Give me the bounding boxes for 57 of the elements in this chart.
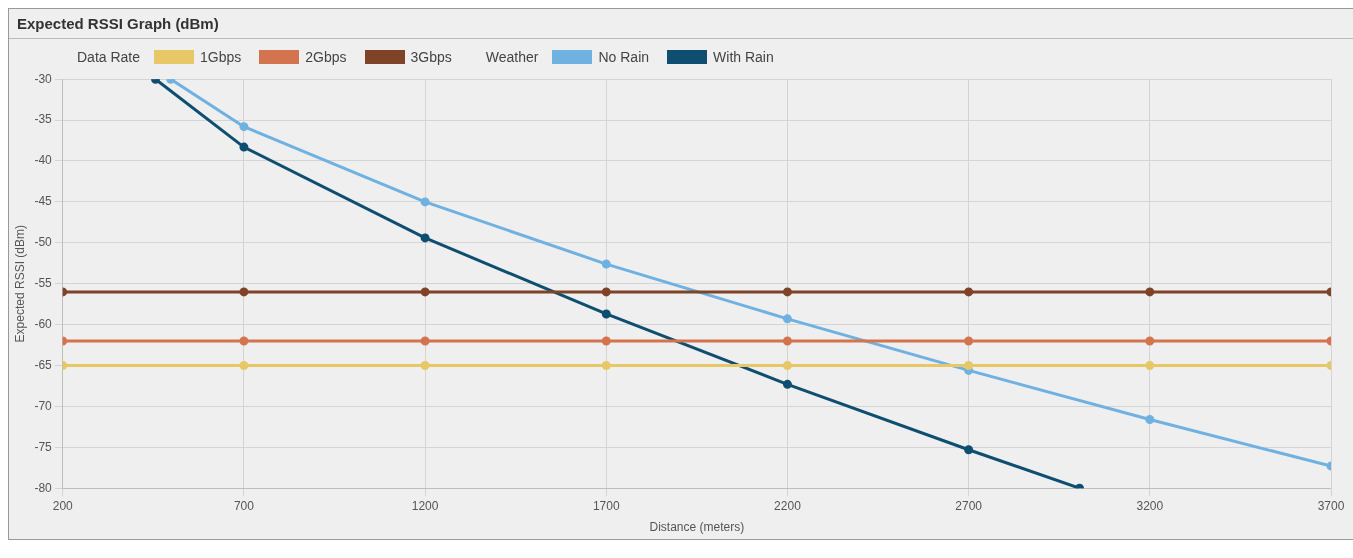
legend-label: 2Gbps xyxy=(305,49,347,65)
point xyxy=(601,309,611,319)
x-tick-label: 700 xyxy=(233,498,255,513)
point xyxy=(601,336,611,346)
y-tick-label: -65 xyxy=(34,357,53,372)
y-axis-title: Expected RSSI (dBm) xyxy=(12,225,27,343)
point xyxy=(964,336,974,346)
text: Data Rate xyxy=(77,49,141,65)
point xyxy=(782,314,792,324)
y-tick-label: -75 xyxy=(34,439,53,454)
point xyxy=(239,287,249,297)
point xyxy=(601,361,611,370)
legend-label: 1Gbps xyxy=(200,49,242,65)
x-tick-label: 1700 xyxy=(592,498,620,513)
point xyxy=(239,122,249,132)
text: Weather xyxy=(485,49,539,65)
y-tick-label: -55 xyxy=(34,276,53,291)
y-tick-label: -60 xyxy=(34,316,53,331)
x-tick-label: 3200 xyxy=(1136,498,1164,513)
y-tick-label: -70 xyxy=(34,398,53,413)
x-tick-label: 1200 xyxy=(411,498,439,513)
chart-title: Expected RSSI Graph (dBm) xyxy=(9,9,1353,39)
y-tick-label: -50 xyxy=(34,235,53,250)
x-axis-title: Distance (meters) xyxy=(649,520,745,535)
point xyxy=(420,336,430,346)
point xyxy=(782,336,792,346)
point xyxy=(964,445,974,455)
point xyxy=(964,287,974,297)
point xyxy=(1145,414,1155,424)
y-tick-label: -30 xyxy=(34,71,53,86)
point xyxy=(1145,336,1155,346)
point xyxy=(601,259,611,269)
point xyxy=(1145,287,1155,297)
point xyxy=(964,361,974,370)
point xyxy=(1145,361,1155,370)
x-tick-label: 2700 xyxy=(955,498,983,513)
point xyxy=(420,197,430,207)
point xyxy=(239,142,249,152)
legend-label: With Rain xyxy=(713,49,774,65)
y-tick-label: -40 xyxy=(34,153,53,168)
point xyxy=(782,287,792,297)
x-tick-label: 3700 xyxy=(1317,498,1345,513)
x-tick-label: 200 xyxy=(52,498,74,513)
legend-label: 3Gbps xyxy=(410,49,452,65)
point xyxy=(420,233,430,243)
y-tick-label: -80 xyxy=(34,480,53,495)
point xyxy=(420,287,430,297)
y-tick-label: -35 xyxy=(34,112,53,127)
point xyxy=(782,361,792,370)
point xyxy=(782,379,792,389)
point xyxy=(239,361,249,370)
point xyxy=(420,361,430,370)
point xyxy=(239,336,249,346)
x-tick-label: 2200 xyxy=(774,498,802,513)
y-tick-label: -45 xyxy=(34,194,53,209)
point xyxy=(601,287,611,297)
legend-label: No Rain xyxy=(598,49,650,65)
